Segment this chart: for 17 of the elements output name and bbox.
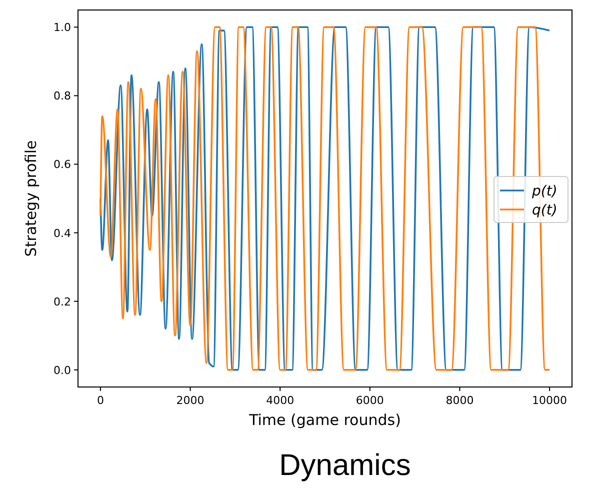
legend-label: p(t)	[531, 184, 558, 200]
y-axis-title: Strategy profile	[22, 140, 40, 257]
x-tick-label: 4000	[266, 394, 294, 407]
legend-label: q(t)	[532, 202, 558, 218]
y-tick-label: 1.0	[54, 21, 71, 34]
y-tick-label: 0.8	[54, 90, 71, 103]
y-tick-label: 0.6	[54, 158, 71, 172]
y-tick-label: 0.0	[54, 364, 71, 377]
x-tick-label: 6000	[356, 394, 384, 407]
y-tick-label: 0.2	[54, 295, 71, 308]
x-axis-title: Time (game rounds)	[248, 411, 401, 429]
y-tick-label: 0.4	[54, 226, 71, 240]
x-tick-label: 2000	[176, 394, 204, 407]
x-tick-label: 8000	[446, 394, 474, 407]
x-tick-label: 0	[96, 394, 104, 407]
text: Dynamics	[279, 449, 411, 482]
x-tick-label: 10000	[532, 394, 568, 407]
